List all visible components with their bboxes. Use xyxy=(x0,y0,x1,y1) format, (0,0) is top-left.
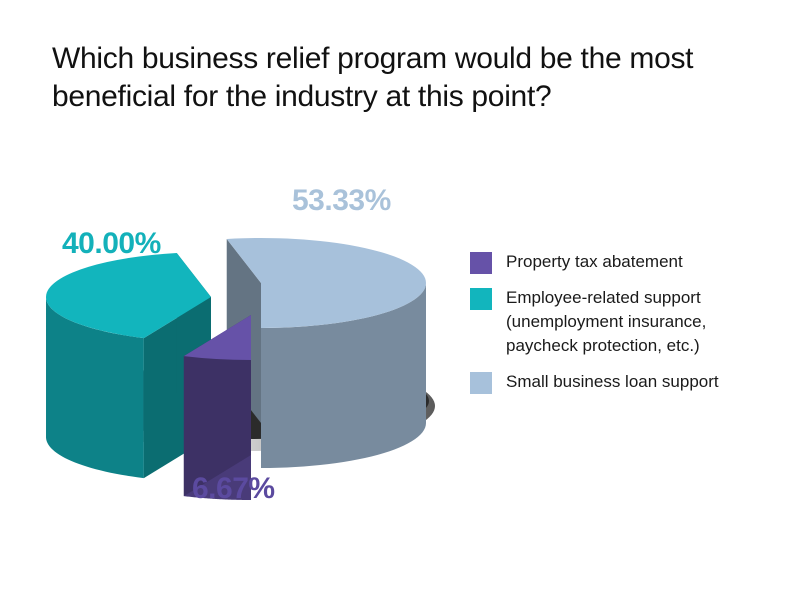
data-label-employee-support: 40.00% xyxy=(62,227,161,260)
legend-label-property-tax: Property tax abatement xyxy=(506,252,683,271)
data-label-property-tax: 6.67% xyxy=(192,472,275,505)
legend-label-small-business-loan: Small business loan support xyxy=(506,372,719,391)
data-label-small-business-loan: 53.33% xyxy=(292,184,391,217)
legend-item-property-tax: Property tax abatement xyxy=(470,250,790,274)
legend-swatch-property-tax xyxy=(470,252,492,274)
slice-property-tax xyxy=(183,315,251,500)
legend-item-small-business-loan: Small business loan support xyxy=(470,370,790,394)
legend-swatch-small-business-loan xyxy=(470,372,492,394)
legend: Property tax abatement Employee-related … xyxy=(470,250,790,406)
chart-title: Which business relief program would be t… xyxy=(52,42,694,113)
legend-label-employee-support: Employee-related support (unemployment i… xyxy=(506,288,707,355)
legend-item-employee-support: Employee-related support (unemployment i… xyxy=(470,286,790,358)
legend-swatch-employee-support xyxy=(470,288,492,310)
